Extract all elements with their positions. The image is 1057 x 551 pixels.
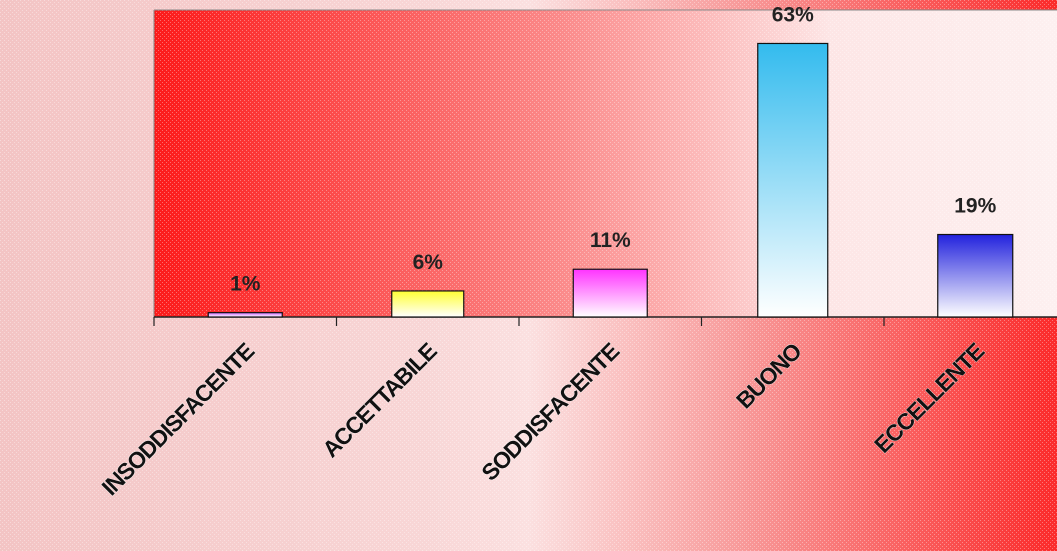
data-label-insoddisfacente: 1% <box>230 273 261 296</box>
bar-insoddisfacente <box>207 312 283 318</box>
data-label-soddisfacente: 11% <box>590 229 631 252</box>
data-label-eccellente: 19% <box>954 195 996 218</box>
bar-accettabile <box>391 290 465 318</box>
bar-buono <box>757 42 829 318</box>
data-label-accettabile: 6% <box>413 251 444 274</box>
bar-soddisfacente <box>572 268 648 318</box>
data-label-buono: 63% <box>772 3 814 26</box>
bar-eccellente <box>937 233 1014 318</box>
